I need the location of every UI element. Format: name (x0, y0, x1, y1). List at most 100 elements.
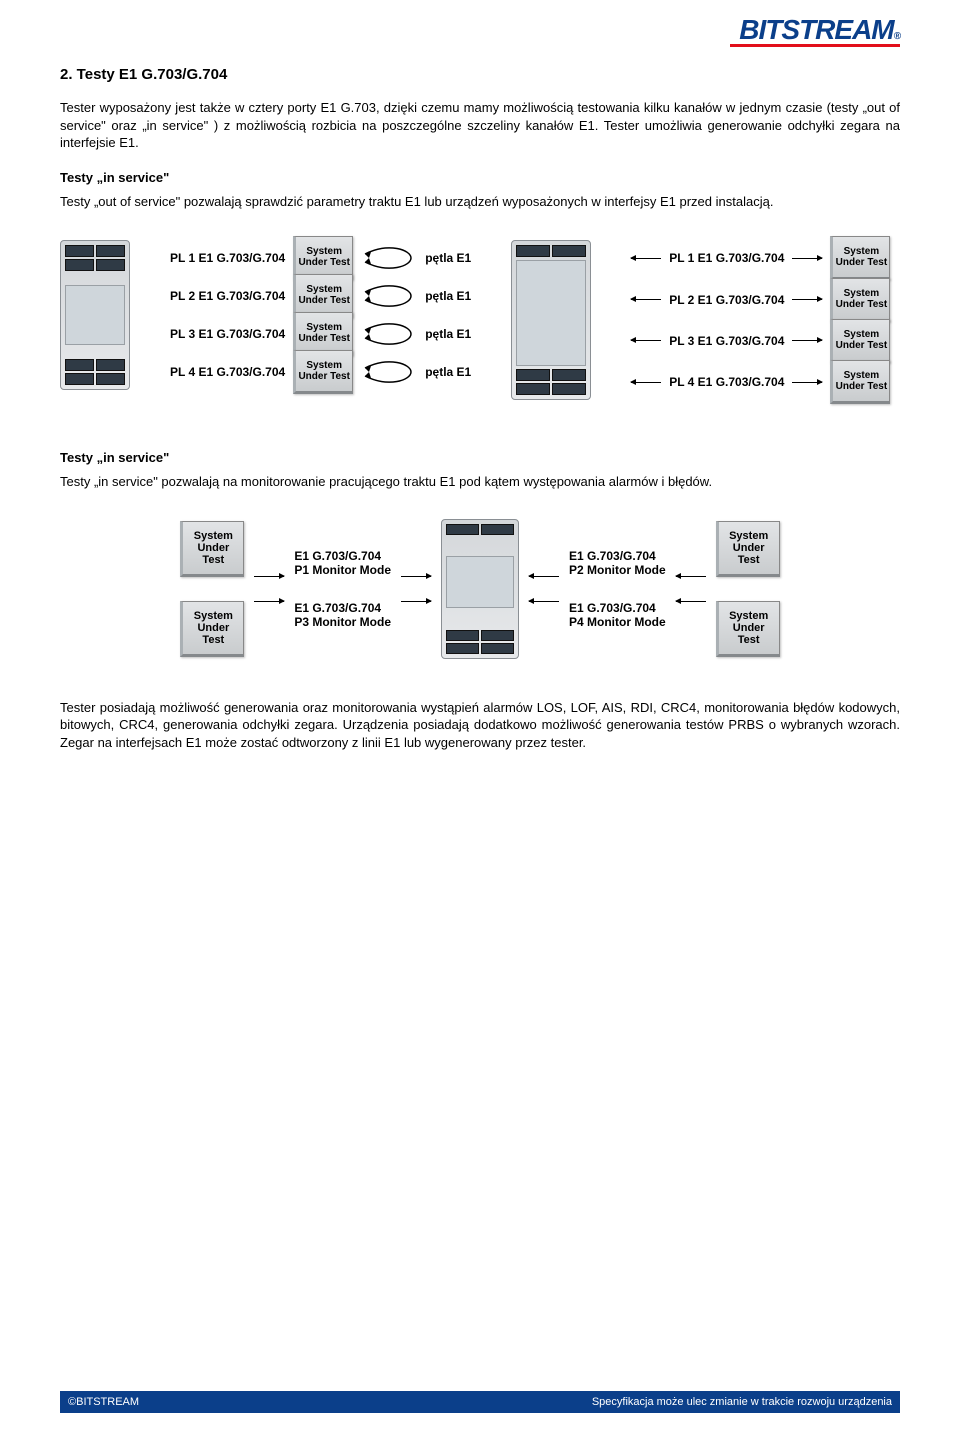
rj-port (96, 245, 125, 257)
device-top-ports (446, 524, 514, 535)
loop-label: pętla E1 (425, 289, 471, 303)
mon-label: E1 G.703/G.704 P2 Monitor Mode (569, 549, 666, 577)
tester-device-center (441, 519, 519, 659)
tester-device-left (60, 240, 130, 390)
loop-arrow-icon (361, 284, 417, 308)
d1l-row-0: PL 1 E1 G.703/G.704 System Under Test pę… (170, 240, 471, 276)
loop-label: pętla E1 (425, 365, 471, 379)
device-rj-grid (516, 369, 586, 395)
rj-port (96, 359, 125, 371)
e1-label: E1 G.703/G.704 (569, 601, 666, 615)
d1r-row-3: PL 4 E1 G.703/G.704 System Under Test (631, 364, 890, 400)
d2-right-suts: System Under Test System Under Test (716, 521, 780, 657)
d1l-row-3: PL 4 E1 G.703/G.704 System Under Test pę… (170, 354, 471, 390)
sut-box: System Under Test (716, 601, 780, 657)
sut-box: System Under Test (716, 521, 780, 577)
d2-left-conn (254, 576, 284, 602)
rj-port (516, 383, 550, 395)
sfp-port (481, 524, 514, 535)
block-in-service-1: Testy „in service" Testy „out of service… (60, 170, 900, 211)
device-top-ports (65, 245, 125, 271)
port-label: PL 2 E1 G.703/G.704 (170, 289, 285, 303)
loop-label: pętla E1 (425, 251, 471, 265)
conn-arrow (676, 576, 706, 577)
port-label: PL 1 E1 G.703/G.704 (669, 251, 784, 265)
d1l-row-2: PL 3 E1 G.703/G.704 System Under Test pę… (170, 316, 471, 352)
d2-right-labels: E1 G.703/G.704 P2 Monitor Mode E1 G.703/… (569, 549, 666, 629)
loop-arrow-icon (361, 322, 417, 346)
page-footer: ©BITSTREAM Specyfikacja może ulec zmiani… (60, 1391, 900, 1413)
d2-left-labels: E1 G.703/G.704 P1 Monitor Mode E1 G.703/… (294, 549, 391, 629)
conn-arrow (792, 382, 822, 383)
diagram-monitor-mode: System Under Test System Under Test E1 G… (60, 519, 900, 659)
mode-label: P4 Monitor Mode (569, 615, 666, 629)
d1r-row-2: PL 3 E1 G.703/G.704 System Under Test (631, 323, 890, 359)
rj-port (552, 369, 586, 381)
sut-box: System Under Test (830, 278, 890, 322)
d1l-row-1: PL 2 E1 G.703/G.704 System Under Test pę… (170, 278, 471, 314)
rj-port (65, 245, 94, 257)
e1-label: E1 G.703/G.704 (294, 549, 391, 563)
d1r-row-0: PL 1 E1 G.703/G.704 System Under Test (631, 240, 890, 276)
d1r-row-1: PL 2 E1 G.703/G.704 System Under Test (631, 282, 890, 318)
closing-paragraph: Tester posiadają możliwość generowania o… (60, 699, 900, 752)
logo-stream: STREAM (781, 14, 893, 46)
d2-left-conn2 (401, 576, 431, 602)
rj-port (65, 259, 94, 271)
sut-box: System Under Test (830, 319, 890, 363)
block-2-title: Testy „in service" (60, 450, 900, 465)
rj-port (65, 359, 94, 371)
sut-box: System Under Test (830, 360, 890, 404)
conn-arrow (631, 299, 661, 300)
mon-label: E1 G.703/G.704 P3 Monitor Mode (294, 601, 391, 629)
logo-underline (730, 44, 900, 47)
e1-label: E1 G.703/G.704 (569, 549, 666, 563)
block-2-text: Testy „in service" pozwalają na monitoro… (60, 473, 900, 491)
device-screen (65, 285, 125, 345)
sut-box: System Under Test (180, 601, 244, 657)
rj-port (481, 643, 514, 654)
conn-arrow (676, 601, 706, 602)
block-in-service-2: Testy „in service" Testy „in service" po… (60, 450, 900, 491)
sut-box: System Under Test (293, 350, 353, 394)
rj-port (65, 373, 94, 385)
sut-box: System Under Test (830, 236, 890, 280)
loop-arrow-icon (361, 360, 417, 384)
device-bottom-ports (65, 359, 125, 385)
rj-port (552, 383, 586, 395)
rj-port (446, 630, 479, 641)
mode-label: P1 Monitor Mode (294, 563, 391, 577)
logo-reg: ® (894, 31, 900, 42)
rj-port (516, 369, 550, 381)
e1-label: E1 G.703/G.704 (294, 601, 391, 615)
rj-port (96, 373, 125, 385)
conn-arrow (631, 382, 661, 383)
sut-box: System Under Test (180, 521, 244, 577)
loop-label: pętla E1 (425, 327, 471, 341)
rj-port (96, 259, 125, 271)
diagram1-left-rows: PL 1 E1 G.703/G.704 System Under Test pę… (170, 240, 471, 390)
d2-right-conn2 (529, 576, 559, 602)
conn-arrow (254, 576, 284, 577)
device-rj-grid (446, 630, 514, 654)
conn-arrow (792, 340, 822, 341)
conn-arrow (401, 601, 431, 602)
rj-port (481, 630, 514, 641)
conn-arrow (631, 258, 661, 259)
loop-arrow-icon (361, 246, 417, 270)
sfp-port (446, 524, 479, 535)
tester-device-right (511, 240, 591, 400)
port-label: PL 1 E1 G.703/G.704 (170, 251, 285, 265)
device-screen (516, 260, 586, 366)
conn-arrow (792, 299, 822, 300)
conn-arrow (254, 601, 284, 602)
port-label: PL 2 E1 G.703/G.704 (669, 293, 784, 307)
d2-left-suts: System Under Test System Under Test (180, 521, 244, 657)
conn-arrow (529, 576, 559, 577)
section-intro: Tester wyposażony jest także w cztery po… (60, 99, 900, 152)
port-label: PL 3 E1 G.703/G.704 (170, 327, 285, 341)
conn-arrow (792, 258, 822, 259)
conn-arrow (529, 601, 559, 602)
mon-label: E1 G.703/G.704 P4 Monitor Mode (569, 601, 666, 629)
block-1-title: Testy „in service" (60, 170, 900, 185)
